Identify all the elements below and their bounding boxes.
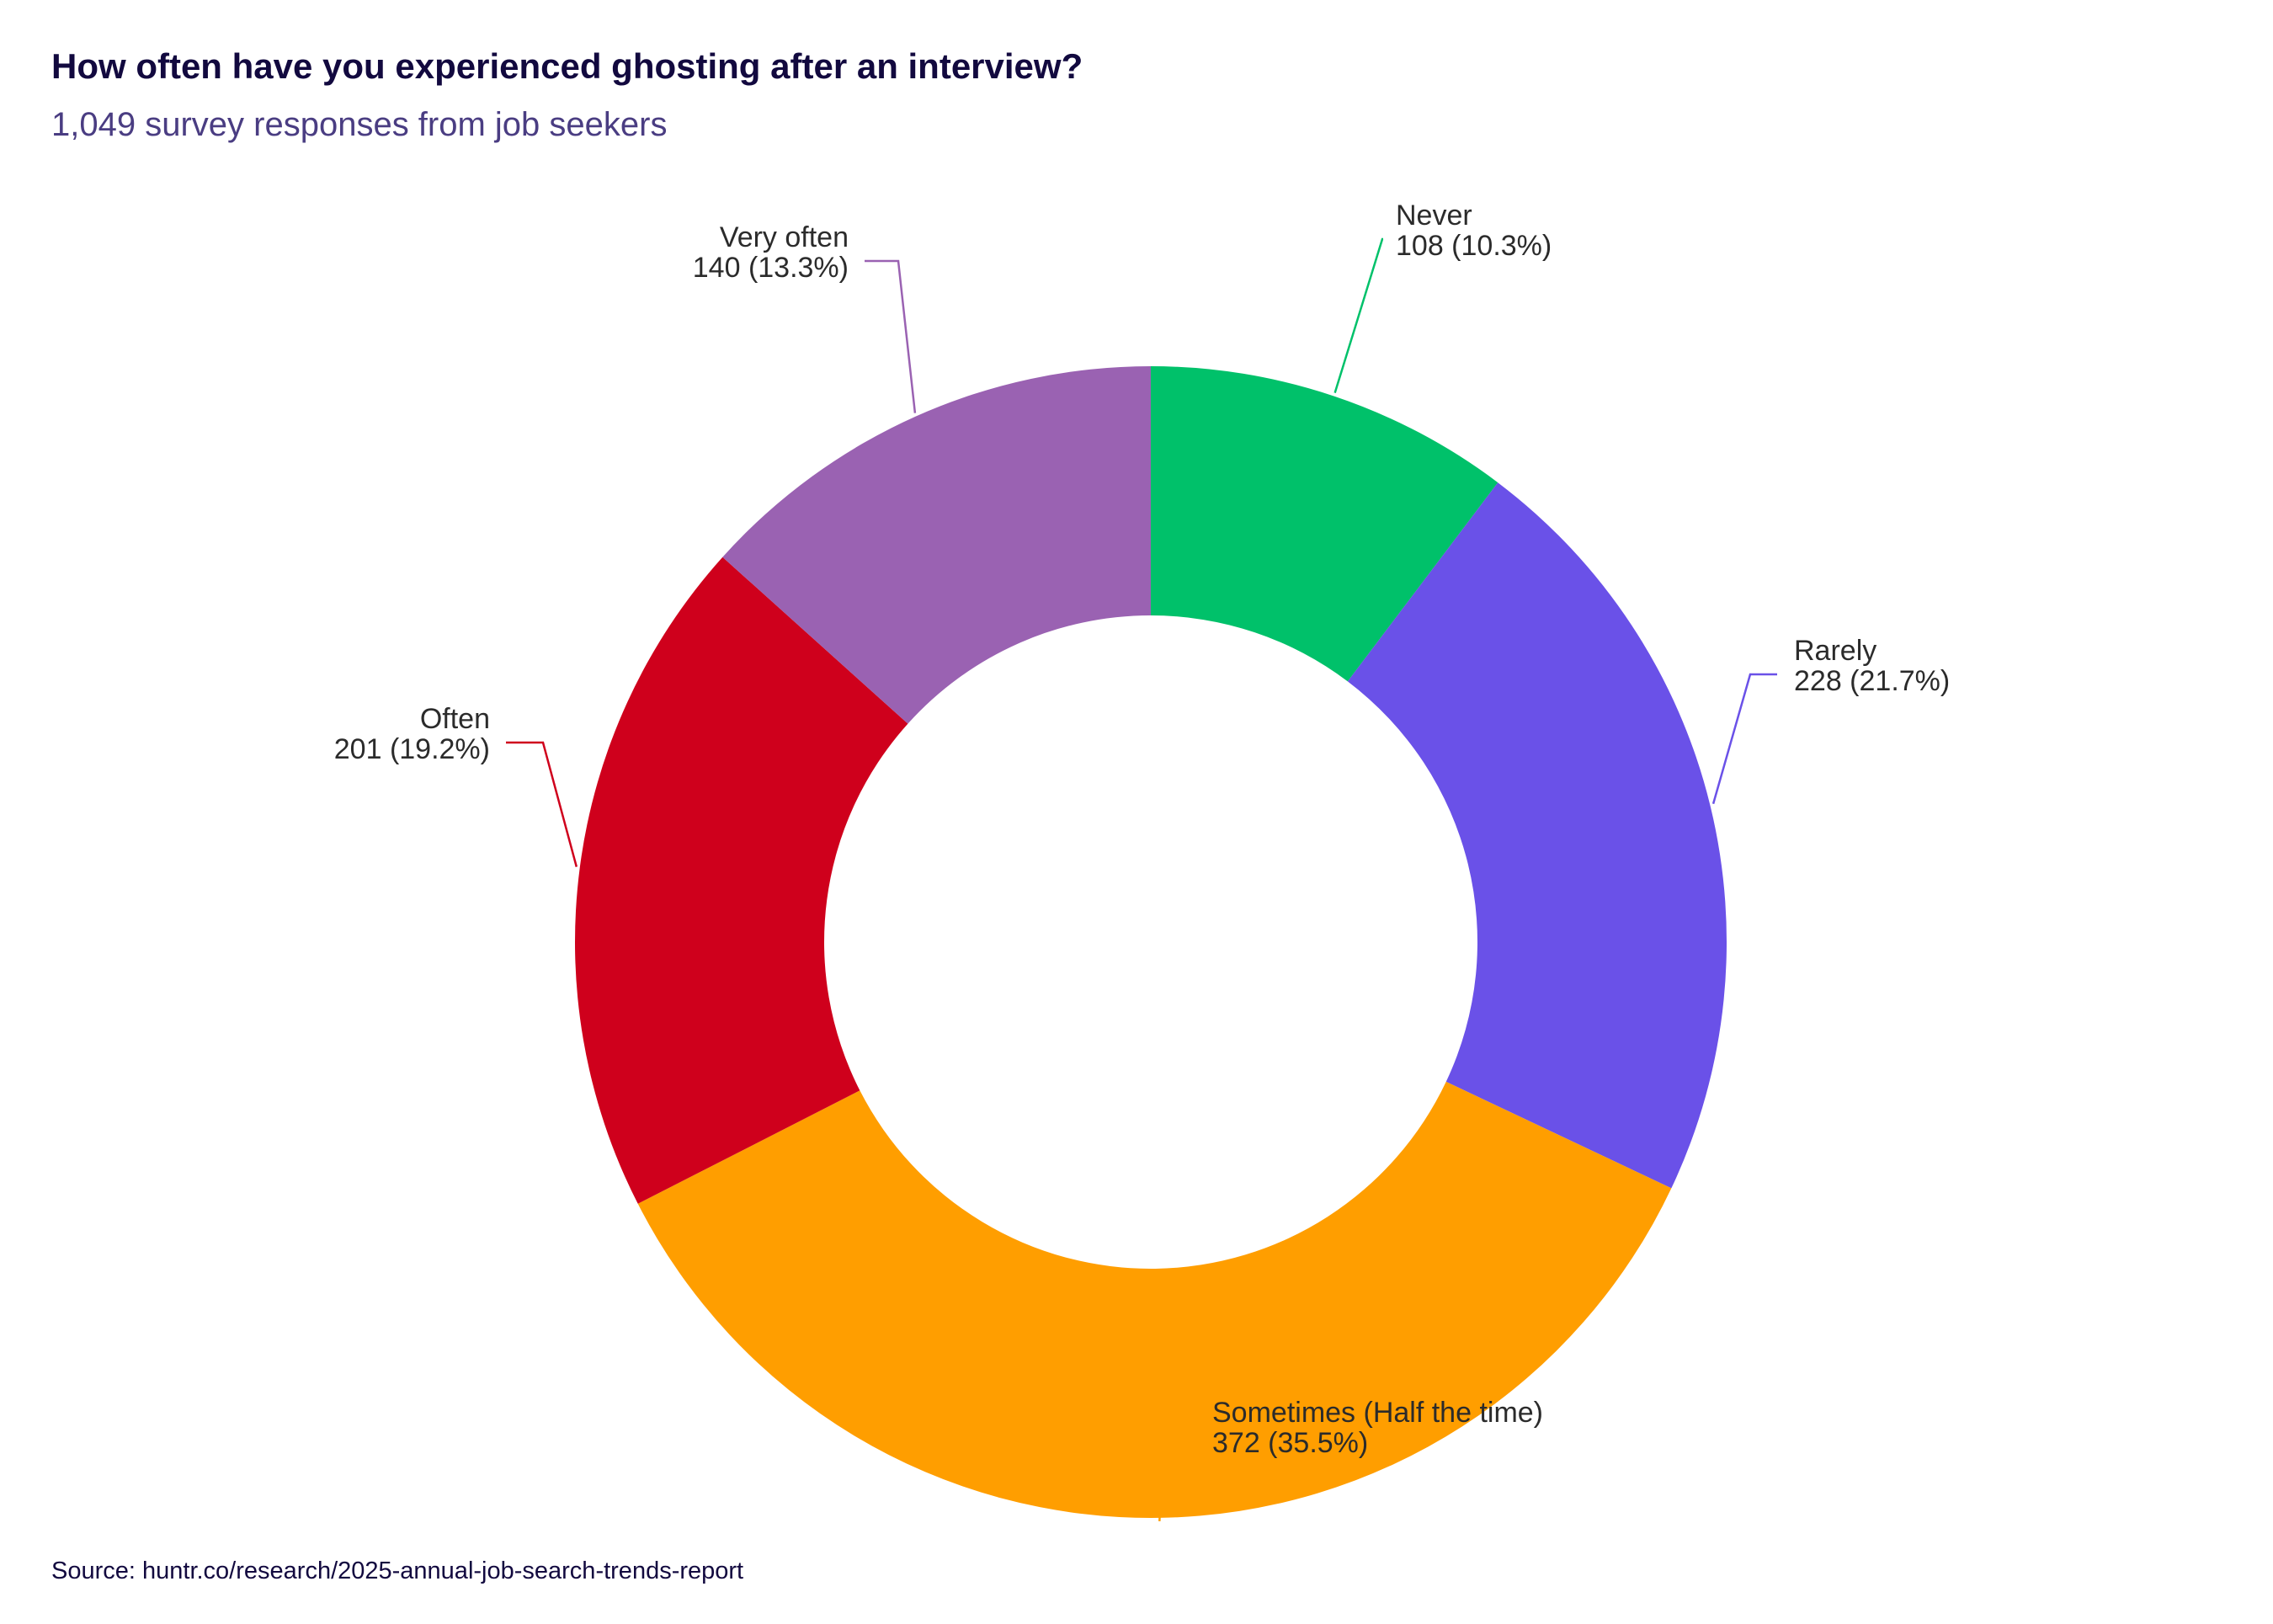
slice-very-often[interactable]	[722, 366, 1151, 724]
slice-label-very-often: Very often	[720, 221, 849, 253]
slice-never[interactable]	[1151, 366, 1498, 682]
slice-label-never: Never	[1396, 200, 1472, 232]
slice-label-often: Often	[420, 703, 490, 735]
slice-value-sometimes-half-the-time: 372 (35.5%)	[1212, 1427, 1368, 1459]
chart-subtitle: 1,049 survey responses from job seekers	[51, 106, 668, 143]
leader-line-never	[1333, 237, 1384, 394]
leader-line-very-often	[865, 259, 917, 413]
slice-label-rarely: Rarely	[1794, 635, 1876, 667]
slice-value-often: 201 (19.2%)	[334, 733, 490, 765]
leader-line-rarely	[1711, 673, 1777, 805]
source-note: Source: huntr.co/research/2025-annual-jo…	[51, 1557, 744, 1584]
chart-title: How often have you experienced ghosting …	[51, 46, 1083, 86]
leader-line-sometimes-half-the-time	[1158, 1435, 1195, 1521]
leader-line-often	[506, 741, 578, 867]
slice-often[interactable]	[575, 556, 908, 1204]
slice-value-never: 108 (10.3%)	[1396, 230, 1552, 262]
slice-rarely[interactable]	[1347, 482, 1727, 1189]
slice-sometimes-half-the-time[interactable]	[637, 1081, 1672, 1518]
slice-value-very-often: 140 (13.3%)	[693, 252, 849, 284]
slice-label-sometimes-half-the-time: Sometimes (Half the time)	[1212, 1397, 1543, 1429]
slice-value-rarely: 228 (21.7%)	[1794, 665, 1950, 697]
